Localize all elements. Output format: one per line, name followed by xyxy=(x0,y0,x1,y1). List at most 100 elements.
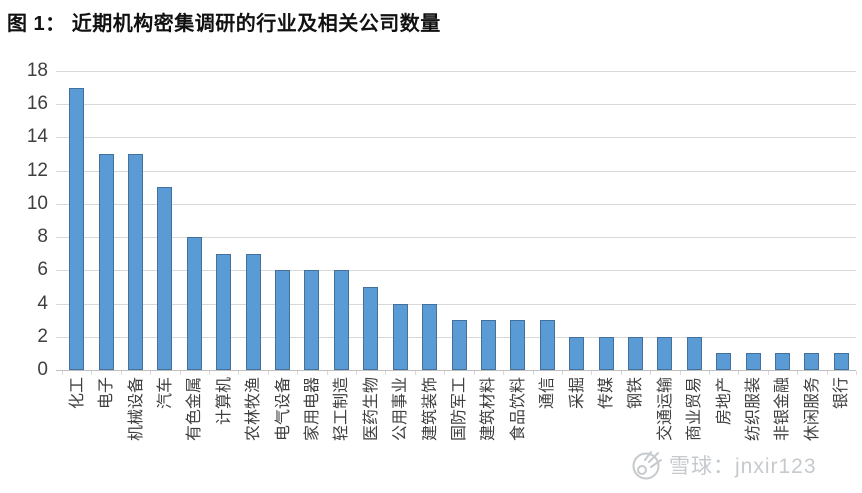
x-axis-tick-label: 公用事业 xyxy=(392,377,410,442)
gridline-y-10 xyxy=(56,203,856,205)
x-axis-tick-label: 医药生物 xyxy=(362,377,380,442)
x-axis-tick-mark xyxy=(767,371,769,375)
bar-通信 xyxy=(539,320,555,370)
bar-有色金属 xyxy=(186,237,202,370)
x-axis-tick-label: 食品饮料 xyxy=(509,377,527,442)
x-axis-tick-mark xyxy=(356,371,358,375)
x-axis-tick-label: 建筑材料 xyxy=(480,377,498,442)
x-axis-tick-label: 轻工制造 xyxy=(333,377,351,442)
bar-国防军工 xyxy=(451,320,467,370)
x-axis-tick-label: 纺织服装 xyxy=(745,377,763,442)
gridline-y-4 xyxy=(56,303,856,305)
bar-采掘 xyxy=(569,336,585,370)
x-axis-tick-label: 房地产 xyxy=(715,377,733,426)
x-axis-tick-mark xyxy=(561,371,563,375)
gridline-y-6 xyxy=(56,270,856,272)
gridline-y-14 xyxy=(56,137,856,139)
x-axis-tick-mark xyxy=(385,371,387,375)
x-axis-tick-mark xyxy=(738,371,740,375)
x-axis-tick-mark xyxy=(650,371,652,375)
bar-商业贸易 xyxy=(686,336,702,370)
bar-非银金融 xyxy=(774,353,790,370)
gridline-y-12 xyxy=(56,170,856,172)
x-axis-tick-mark xyxy=(238,371,240,375)
x-axis-tick-mark xyxy=(91,371,93,375)
x-axis-tick-label: 建筑装饰 xyxy=(421,377,439,442)
x-axis-tick-mark xyxy=(591,371,593,375)
x-axis-tick-label: 交通运输 xyxy=(656,377,674,442)
y-axis-tick-label: 16 xyxy=(26,93,48,115)
x-axis-tick-mark xyxy=(297,371,299,375)
x-axis-tick-label: 国防军工 xyxy=(451,377,468,442)
x-axis-tick-label: 化工 xyxy=(68,377,86,410)
x-axis-tick-mark xyxy=(679,371,681,375)
x-axis-tick-mark xyxy=(179,371,181,375)
x-axis-tick-label: 农林牧渔 xyxy=(245,377,263,442)
x-axis-tick-mark xyxy=(532,371,534,375)
bar-建筑装饰 xyxy=(422,303,438,370)
y-axis-tick-label: 10 xyxy=(26,192,48,214)
x-axis-tick-mark xyxy=(150,371,152,375)
bar-纺织服装 xyxy=(745,353,761,370)
gridline-y-0 xyxy=(56,370,856,371)
x-axis-tick-mark xyxy=(209,371,211,375)
bar-传媒 xyxy=(598,336,614,370)
bar-房地产 xyxy=(716,353,732,370)
x-axis-tick-label: 银行 xyxy=(833,377,851,410)
x-axis-tick-label: 钢铁 xyxy=(627,377,645,410)
bar-食品饮料 xyxy=(510,320,526,370)
x-axis-tick-mark xyxy=(797,371,799,375)
x-axis-tick-label: 电气设备 xyxy=(274,377,292,442)
bar-交通运输 xyxy=(657,336,673,370)
y-axis-tick-label: 18 xyxy=(26,60,48,81)
bar-机械设备 xyxy=(128,154,144,370)
x-axis-tick-label: 采掘 xyxy=(568,377,586,410)
x-axis-tick-mark xyxy=(826,371,828,375)
gridline-y-8 xyxy=(56,237,856,239)
x-axis-tick-mark xyxy=(444,371,446,375)
bar-建筑材料 xyxy=(480,320,496,370)
x-axis-tick-mark xyxy=(326,371,328,375)
bar-公用事业 xyxy=(392,303,408,370)
gridline-y-18 xyxy=(56,71,856,72)
y-axis-tick-label: 4 xyxy=(37,292,48,314)
x-axis-tick-label: 传媒 xyxy=(598,377,616,410)
x-axis-tick-label: 计算机 xyxy=(215,377,233,426)
x-axis-tick-mark xyxy=(473,371,475,375)
x-axis-tick-label: 商业贸易 xyxy=(686,377,704,442)
x-axis-tick-label: 汽车 xyxy=(156,377,174,410)
x-axis-tick-mark xyxy=(414,371,416,375)
x-axis-tick-mark xyxy=(708,371,710,375)
figure-title: 图 1： 近期机构密集调研的行业及相关公司数量 xyxy=(7,13,441,35)
x-axis-tick-mark xyxy=(503,371,505,375)
y-axis-tick-label: 12 xyxy=(26,159,48,181)
bar-电子 xyxy=(98,154,114,370)
bar-电气设备 xyxy=(275,270,291,370)
x-axis-tick-label: 家用电器 xyxy=(303,377,321,442)
x-axis-tick-label: 电子 xyxy=(98,377,116,410)
y-axis-tick-label: 14 xyxy=(26,126,48,148)
bar-银行 xyxy=(833,353,849,370)
bar-钢铁 xyxy=(627,336,643,370)
y-axis-tick-label: 2 xyxy=(37,325,48,347)
bar-化工 xyxy=(69,87,85,370)
bar-医药生物 xyxy=(363,286,379,370)
x-axis-tick-mark xyxy=(267,371,269,375)
bar-轻工制造 xyxy=(333,270,349,370)
y-axis-tick-label: 8 xyxy=(37,226,48,248)
x-axis-tick-label: 非银金融 xyxy=(774,377,792,442)
x-axis-tick-label: 通信 xyxy=(539,377,557,410)
x-axis-tick-mark xyxy=(62,371,63,375)
bar-汽车 xyxy=(157,187,173,370)
y-axis-tick-label: 6 xyxy=(37,259,48,281)
bar-计算机 xyxy=(216,253,232,370)
x-axis-tick-label: 机械设备 xyxy=(127,377,145,442)
bar-休闲服务 xyxy=(804,353,820,370)
y-axis-tick-label: 0 xyxy=(37,359,48,380)
bar-家用电器 xyxy=(304,270,320,370)
x-axis-tick-mark xyxy=(856,371,857,375)
x-axis-tick-mark xyxy=(120,371,122,375)
x-axis-tick-label: 休闲服务 xyxy=(803,377,821,442)
